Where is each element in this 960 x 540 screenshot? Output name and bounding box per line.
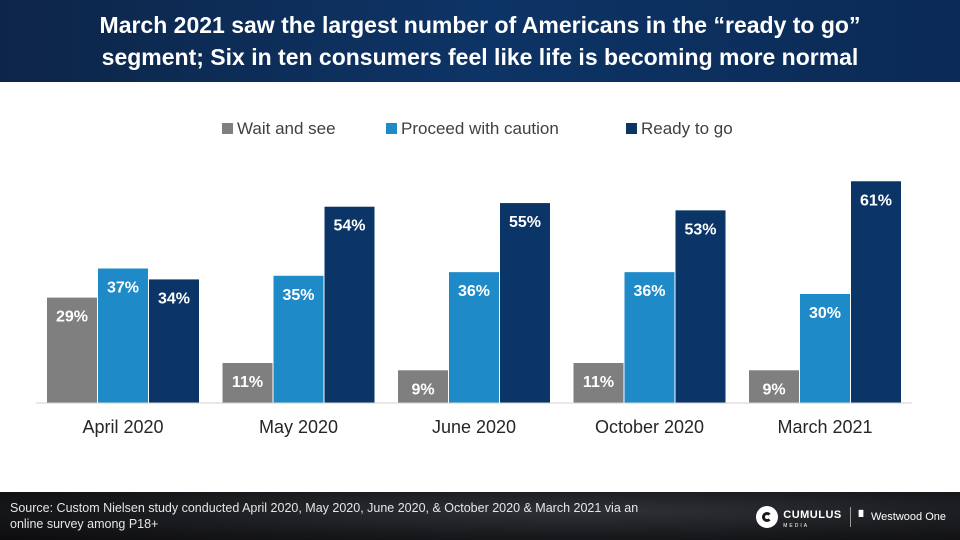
cumulus-logo-text: CUMULUS MEDIA: [783, 505, 842, 530]
legend-swatch-0: [222, 123, 233, 134]
bar-2-0: [398, 370, 448, 403]
data-label-1-0: 11%: [232, 374, 263, 391]
westwood-wordmark: Westwood One: [870, 511, 946, 523]
data-label-0-0: 29%: [56, 309, 88, 326]
data-label-1-1: 35%: [282, 287, 314, 304]
bar-3-2: [675, 210, 726, 403]
cumulus-wordmark: CUMULUS: [783, 509, 842, 521]
bar-3-0: [573, 363, 624, 403]
bar-0-1: [98, 268, 148, 403]
legend-swatch-1: [386, 123, 397, 134]
bar-0-0: [47, 297, 97, 403]
legend-label-0: Wait and see: [237, 119, 336, 138]
logos: CUMULUS MEDIA ▘ Westwood One: [756, 504, 946, 530]
westwood-logo-icon: ▘: [858, 510, 868, 524]
legend: Wait and see Proceed with caution Ready to…: [222, 119, 733, 138]
data-label-4-2: 61%: [860, 192, 892, 209]
footer: Source: Custom Nielsen study conducted A…: [0, 492, 960, 540]
data-label-2-1: 36%: [458, 283, 490, 300]
x-tick-label-2: June 2020: [432, 417, 516, 437]
bars: 29% 37% 34% 11% 35% 54% 9% 36% 55% 11% 36% 53% 9% 30%…: [47, 181, 901, 403]
legend-label-2: Ready to go: [641, 119, 733, 138]
bar-4-2: [851, 181, 901, 403]
x-axis-labels: April 2020 May 2020 June 2020 October 2020 M…: [82, 417, 872, 437]
data-label-0-1: 37%: [107, 280, 139, 297]
data-label-3-1: 36%: [633, 283, 665, 300]
bar-4-0: [749, 370, 799, 403]
cumulus-logo-icon: [756, 506, 779, 528]
data-label-3-0: 11%: [583, 374, 614, 391]
data-label-4-0: 9%: [762, 381, 785, 398]
legend-label-1: Proceed with caution: [401, 119, 559, 138]
data-label-1-2: 54%: [333, 218, 365, 235]
data-label-2-0: 9%: [411, 381, 434, 398]
bar-3-1: [624, 272, 675, 403]
title-banner: March 2021 saw the largest number of Ame…: [0, 0, 960, 82]
x-tick-label-3: October 2020: [595, 417, 704, 437]
title-line-2: segment; Six in ten consumers feel like …: [101, 44, 859, 70]
legend-swatch-2: [626, 123, 637, 134]
bar-1-1: [273, 275, 324, 403]
data-label-2-2: 55%: [509, 214, 541, 231]
bar-chart: Wait and see Proceed with caution Ready to…: [36, 119, 912, 437]
bar-4-1: [800, 293, 850, 403]
title-line-1: March 2021 saw the largest number of Ame…: [99, 12, 861, 38]
slide-title: March 2021 saw the largest number of Ame…: [80, 9, 881, 73]
x-tick-label-4: March 2021: [777, 417, 872, 437]
bar-2-1: [449, 272, 499, 403]
data-label-3-2: 53%: [684, 221, 716, 238]
bar-2-2: [500, 203, 550, 403]
data-label-0-2: 34%: [158, 290, 190, 307]
source-note: Source: Custom Nielsen study conducted A…: [10, 501, 639, 531]
bar-1-0: [222, 363, 273, 403]
data-label-4-1: 30%: [809, 305, 841, 322]
cumulus-subtext: MEDIA: [783, 523, 810, 529]
bar-1-2: [324, 206, 375, 403]
logo-divider: [849, 507, 851, 527]
x-tick-label-1: May 2020: [259, 417, 338, 437]
x-tick-label-0: April 2020: [82, 417, 163, 437]
bar-0-2: [149, 279, 199, 403]
